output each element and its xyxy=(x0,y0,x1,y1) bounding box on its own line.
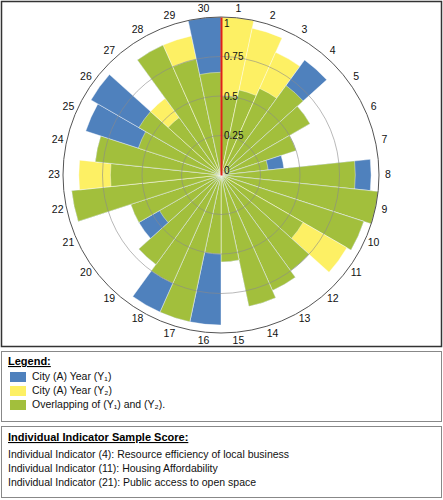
legend-frame xyxy=(2,352,442,422)
chart-frame xyxy=(2,2,442,347)
category-label: 11 xyxy=(351,266,362,278)
legend-swatch xyxy=(10,386,26,396)
category-label: 12 xyxy=(327,292,339,304)
category-label: 27 xyxy=(103,44,115,56)
tick-label: 0.5 xyxy=(224,91,238,102)
legend: Legend: City (A) Year (Y₁) City (A) Year (… xyxy=(8,355,165,410)
grid-circle xyxy=(63,17,379,333)
note-item: Individual Indicator (11): Housing Affor… xyxy=(8,462,218,474)
category-label: 7 xyxy=(381,133,387,145)
tick-label: 0 xyxy=(224,165,230,176)
category-label: 10 xyxy=(368,236,380,248)
chart-svg: 00.250.50.751123456789101112131415161718… xyxy=(0,0,443,500)
legend-title: Legend: xyxy=(8,355,51,367)
category-label: 25 xyxy=(63,100,75,112)
legend-swatch xyxy=(10,372,26,382)
bar xyxy=(221,60,327,175)
tick-label: 1 xyxy=(224,18,230,29)
tick: 1 xyxy=(221,18,230,29)
overlap-bar xyxy=(221,106,310,175)
category-label: 1 xyxy=(236,2,242,14)
tick: 0.25 xyxy=(221,130,244,141)
overlap-bar xyxy=(200,72,221,175)
legend-label: City (A) Year (Y₁) xyxy=(32,370,111,382)
notes-frame xyxy=(2,427,442,498)
tick-label: 0.25 xyxy=(224,130,244,141)
legend-label: Overlapping of (Y₁) and (Y₂). xyxy=(32,398,165,410)
category-label: 5 xyxy=(353,70,359,82)
bar xyxy=(221,106,310,175)
category-label: 13 xyxy=(299,312,311,324)
category-label: 15 xyxy=(233,334,245,346)
category-label: 9 xyxy=(381,203,387,215)
tick: 0.5 xyxy=(221,91,238,102)
plot: 00.250.50.751123456789101112131415161718… xyxy=(48,2,391,346)
category-label: 8 xyxy=(385,168,391,180)
category-label: 14 xyxy=(267,327,279,339)
tick: 0.75 xyxy=(221,51,244,62)
category-label: 23 xyxy=(48,168,60,180)
overlap-bar xyxy=(221,175,276,306)
category-label: 16 xyxy=(198,334,210,346)
category-label: 21 xyxy=(63,236,75,248)
category-label: 2 xyxy=(270,9,276,21)
overlap-bar xyxy=(173,59,221,175)
category-label: 26 xyxy=(80,70,92,82)
legend-swatch xyxy=(10,400,26,410)
category-label: 19 xyxy=(103,292,115,304)
category-label: 28 xyxy=(132,23,144,35)
category-label: 17 xyxy=(164,327,176,339)
note-item: Individual Indicator (4): Resource effic… xyxy=(8,448,289,460)
axis-line xyxy=(221,18,223,176)
category-label: 18 xyxy=(132,312,144,324)
category-label: 30 xyxy=(198,2,210,14)
bar xyxy=(221,175,239,262)
category-label: 29 xyxy=(164,9,176,21)
overlap-bar xyxy=(221,175,239,262)
tick: 0 xyxy=(221,165,230,176)
notes: Individual Indicator Sample Score: Indivi… xyxy=(8,431,289,488)
plot-background xyxy=(63,17,379,333)
category-label: 20 xyxy=(80,266,92,278)
bar xyxy=(221,175,276,306)
notes-title: Individual Indicator Sample Score: xyxy=(8,431,188,443)
category-label: 6 xyxy=(371,100,377,112)
note-item: Individual Indicator (21): Public access… xyxy=(8,476,256,488)
legend-label: City (A) Year (Y₂) xyxy=(32,384,112,396)
tick-label: 0.75 xyxy=(224,51,244,62)
category-label: 22 xyxy=(52,203,64,215)
radial-axis: 0 0.25 0.5 0.75 1 xyxy=(221,18,244,176)
category-label: 24 xyxy=(52,133,64,145)
category-label: 3 xyxy=(302,23,308,35)
category-label: 4 xyxy=(330,44,336,56)
